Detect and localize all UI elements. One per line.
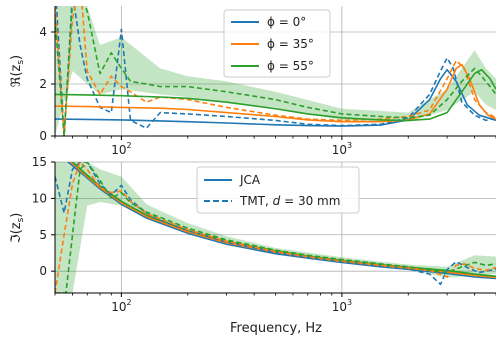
measured-series-line: [55, 6, 496, 136]
legend-entry-jca: JCA: [204, 173, 261, 187]
y-tick-label: 4: [39, 25, 47, 39]
svg-text:ϕ = 55°: ϕ = 55°: [267, 59, 314, 73]
real-part-panel: 0 2 4 102 103 ℜ(zs) ϕ = 0° ϕ = 35° ϕ = 55°: [9, 6, 496, 157]
real-part-y-ticks: 0 2 4: [39, 25, 55, 143]
real-part-series: [55, 6, 496, 136]
svg-text:ϕ = 35°: ϕ = 35°: [267, 37, 314, 51]
y-tick-label: 0: [39, 264, 47, 278]
x-axis-label: Frequency, Hz: [230, 321, 322, 336]
real-part-x-ticks: 102 103: [54, 136, 496, 157]
uncertainty-band: [55, 162, 496, 293]
y-tick-label: 2: [39, 77, 47, 91]
imaginary-part-y-axis-label: ℑ(zs): [9, 213, 26, 244]
svg-text:ϕ = 0°: ϕ = 0°: [267, 15, 306, 29]
real-part-uncertainty-bands: [55, 6, 496, 136]
x-tick-label: 103: [332, 298, 352, 314]
measured-series-line: [55, 162, 496, 286]
imaginary-part-panel: 0 5 10 15 102 103 ℑ(zs) Frequency, Hz JCA TM…: [9, 155, 496, 336]
svg-text:TMT, d = 30 mm: TMT, d = 30 mm: [239, 194, 340, 208]
y-tick-label: 10: [32, 191, 47, 205]
model-series-line: [55, 63, 496, 123]
real-part-legend: ϕ = 0° ϕ = 35° ϕ = 55°: [223, 9, 331, 78]
y-tick-label: 0: [39, 129, 47, 143]
imaginary-part-uncertainty-bands: [55, 162, 496, 293]
legend-entry-phi-0: ϕ = 0°: [231, 15, 306, 29]
measured-series-line: [55, 6, 496, 136]
legend-entry-phi-55: ϕ = 55°: [231, 59, 314, 73]
x-tick-label: 102: [111, 141, 131, 157]
model-series-line: [66, 162, 496, 280]
real-part-y-axis-label: ℜ(zs): [9, 55, 26, 87]
x-tick-label: 102: [111, 298, 131, 314]
legend-entry-tmt: TMT, d = 30 mm: [204, 194, 340, 208]
model-series-line: [55, 68, 496, 122]
measured-series-line: [55, 162, 496, 293]
x-tick-label: 103: [332, 141, 352, 157]
imaginary-part-legend: JCA TMT, d = 30 mm: [196, 166, 360, 214]
imaginary-part-series: [55, 162, 496, 293]
y-tick-label: 5: [39, 228, 47, 242]
legend-entry-phi-35: ϕ = 35°: [231, 37, 314, 51]
y-tick-label: 15: [32, 155, 47, 169]
measured-series-line: [55, 162, 496, 293]
imaginary-part-y-ticks: 0 5 10 15: [32, 155, 55, 278]
svg-text:JCA: JCA: [239, 173, 261, 187]
imaginary-part-x-ticks: 102 103: [54, 293, 496, 314]
uncertainty-band: [55, 6, 496, 136]
